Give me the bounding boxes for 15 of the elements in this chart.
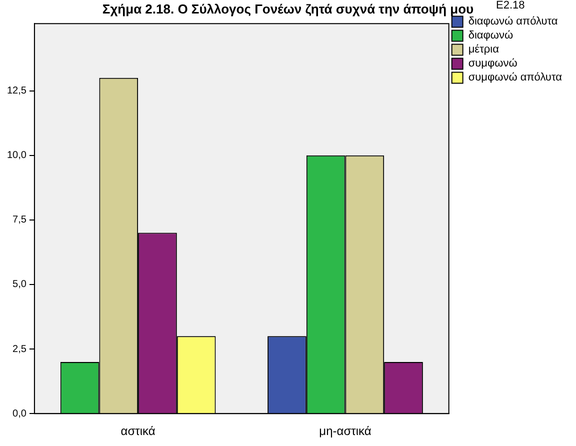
y-tick-label: 7,5 — [12, 214, 27, 226]
y-tick-label: 10,0 — [6, 150, 27, 162]
y-tick-label: 0,0 — [12, 408, 27, 420]
legend-label: μέτρια — [468, 44, 500, 56]
y-tick-label: 12,5 — [6, 86, 27, 96]
x-tick-label: αστικά — [120, 424, 156, 438]
legend-label: διαφωνώ — [468, 30, 514, 42]
legend-label: συμφωνώ απόλυτα — [468, 72, 563, 84]
legend-label: συμφωνώ — [468, 58, 518, 70]
legend-label: διαφωνώ απόλυτα — [468, 16, 558, 28]
x-tick-label: μη-αστικά — [319, 424, 372, 438]
y-tick-label: 2,5 — [12, 344, 27, 355]
y-tick-label: 5,0 — [12, 279, 27, 290]
chart-title: Σχήμα 2.18. Ο Σύλλογος Γονέων ζητά συχνά την άποψή μου — [102, 1, 474, 16]
legend-title: E2.18 — [496, 0, 525, 12]
